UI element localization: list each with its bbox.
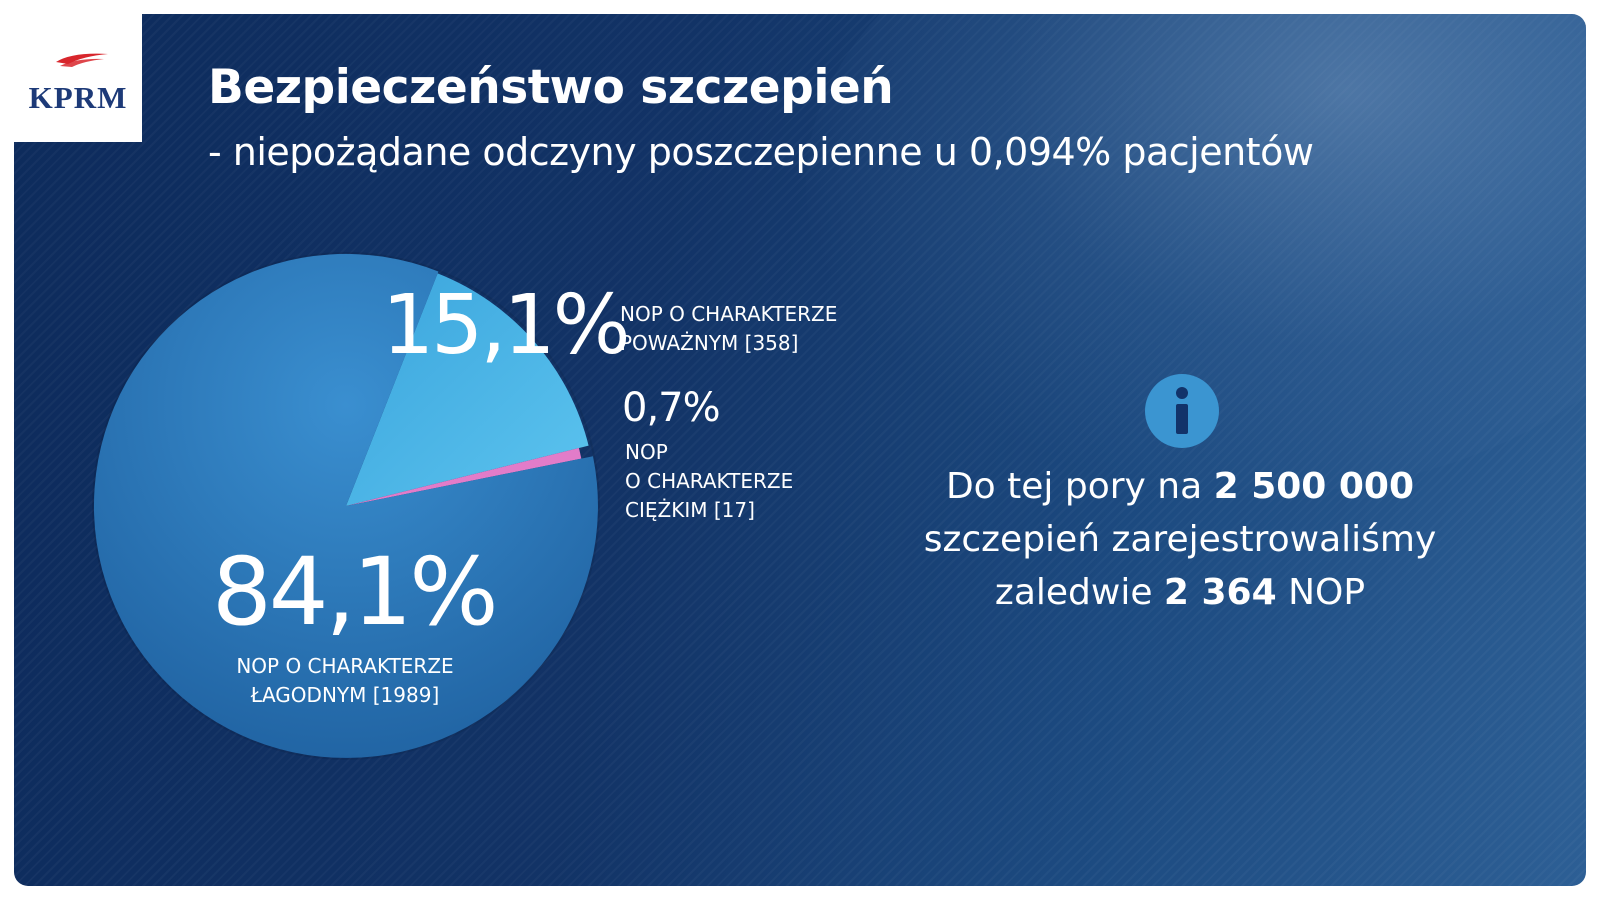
slice-label-mild-line-1: NOP O CHARAKTERZE	[236, 654, 454, 678]
pct-label-severe: 0,7%	[622, 385, 721, 431]
slice-label-mild-line-2: ŁAGODNYM [1989]	[250, 683, 440, 707]
info-line-3-suffix: NOP	[1276, 572, 1366, 613]
flag-icon	[56, 53, 108, 67]
slice-label-serious-line-2: POWAŻNYM [358]	[620, 331, 799, 355]
pct-label-serious: 15,1%	[382, 278, 630, 373]
info-icon-bar	[1176, 404, 1188, 434]
info-line-3: zaledwie 2 364 NOP	[870, 566, 1490, 619]
info-icon-dot	[1176, 387, 1188, 399]
info-line-3-number: 2 364	[1163, 572, 1277, 613]
info-statement: Do tej pory na 2 500 000 szczepień zarej…	[870, 460, 1490, 619]
info-line-2: szczepień zarejestrowaliśmy	[923, 519, 1437, 560]
info-line-3-prefix: zaledwie	[994, 572, 1164, 613]
pct-label-mild: 84,1%	[212, 538, 499, 647]
page-subtitle: - niepożądane odczyny poszczepienne u 0,…	[208, 130, 1314, 174]
slice-label-mild: NOP O CHARAKTERZE ŁAGODNYM [1989]	[0, 652, 690, 710]
info-icon	[1145, 374, 1219, 448]
pie-slice-serious	[346, 273, 589, 506]
pie-slice-severe	[346, 448, 582, 506]
page-title: Bezpieczeństwo szczepień	[208, 60, 894, 115]
slice-label-severe-line-2: O CHARAKTERZE	[625, 469, 794, 493]
slice-label-severe-line-3: CIĘŻKIM [17]	[625, 498, 755, 522]
slice-label-severe: NOP O CHARAKTERZE CIĘŻKIM [17]	[625, 438, 793, 525]
info-line-1: Do tej pory na 2 500 000	[870, 460, 1490, 513]
slice-label-severe-line-1: NOP	[625, 440, 668, 464]
slice-label-serious-line-1: NOP O CHARAKTERZE	[620, 302, 838, 326]
pie-slice-mild	[93, 253, 598, 758]
info-line-1-number: 2 500 000	[1213, 466, 1415, 507]
kprm-logo: KPRM	[14, 14, 142, 142]
logo-text: KPRM	[28, 80, 128, 115]
pie-outline	[92, 252, 600, 760]
slice-label-serious: NOP O CHARAKTERZE POWAŻNYM [358]	[620, 300, 837, 358]
info-line-1-prefix: Do tej pory na	[945, 466, 1214, 507]
